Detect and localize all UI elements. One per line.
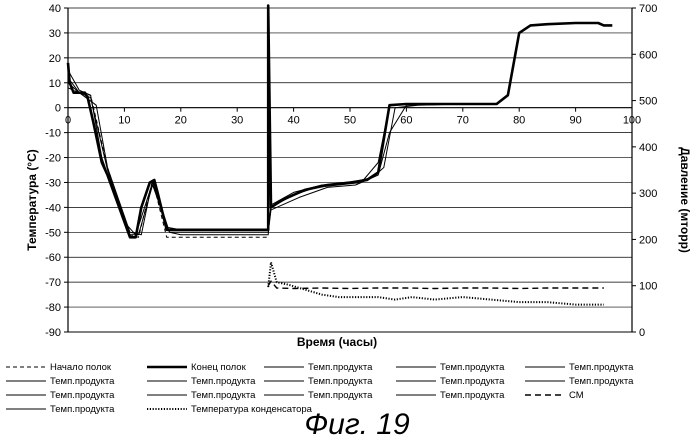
y-tick-label-left: -50 — [45, 227, 61, 239]
legend-entry: Темп.продукта — [569, 362, 634, 373]
series-line-2 — [68, 70, 463, 235]
legend-entry: Темп.продукта — [440, 390, 505, 401]
x-tick-label: 70 — [457, 115, 469, 127]
legend-entry: Конец полок — [191, 362, 247, 373]
x-tick-label: 30 — [231, 115, 243, 127]
y-tick-label-right: 0 — [639, 327, 645, 339]
x-axis-label: Время (часы) — [297, 335, 377, 349]
y-tick-label-right: 500 — [639, 96, 657, 108]
legend-entry: Начало полок — [50, 362, 112, 373]
y-tick-label-left: 10 — [49, 78, 61, 90]
series-line-3 — [68, 78, 463, 235]
legend-entry: Темп.продукта — [569, 376, 634, 387]
series-line-0 — [68, 88, 268, 238]
legend-entry: Темп.продукта — [308, 390, 373, 401]
legend-entry: Темп.продукта — [308, 362, 373, 373]
y-tick-label-left: 20 — [49, 53, 61, 65]
x-tick-label: 20 — [175, 115, 187, 127]
y-tick-label-right: 100 — [639, 281, 657, 293]
legend-entry: Темп.продукта — [50, 390, 115, 401]
legend-entry: Темп.продукта — [440, 362, 505, 373]
y-tick-label-left: 30 — [49, 28, 61, 40]
series-line-1 — [68, 6, 612, 238]
y-tick-label-left: -60 — [45, 252, 61, 264]
legend-entry: Темп.продукта — [191, 390, 256, 401]
y-tick-label-right: 600 — [639, 49, 657, 61]
legend-entry: СМ — [569, 390, 584, 401]
legend-entry: Температура конденсатора — [191, 404, 313, 415]
legend-entry: Темп.продукта — [191, 376, 256, 387]
y-tick-label-left: -80 — [45, 302, 61, 314]
y-tick-label-right: 700 — [639, 3, 657, 15]
legend-entry: Темп.продукта — [440, 376, 505, 387]
x-tick-label: 90 — [569, 115, 581, 127]
y-tick-label-left: -30 — [45, 177, 61, 189]
grid — [68, 8, 632, 332]
y-tick-label-left: -70 — [45, 277, 61, 289]
series-line-4 — [68, 83, 463, 235]
y-tick-label-left: 0 — [55, 103, 61, 115]
y-tick-label-left: -20 — [45, 153, 61, 165]
series-layer — [68, 6, 612, 305]
x-tick-label: 10 — [118, 115, 130, 127]
y-tick-label-right: 400 — [639, 142, 657, 154]
y-tick-label-left: -90 — [45, 327, 61, 339]
series-line-5 — [268, 262, 604, 304]
y-tick-label-right: 200 — [639, 234, 657, 246]
y-axis-label-right: Давление (мторр) — [678, 147, 692, 253]
legend-entry: Темп.продукта — [50, 404, 115, 415]
y-tick-label-left: 40 — [49, 3, 61, 15]
x-tick-label: 50 — [344, 115, 356, 127]
y-axis-label-left: Температура (°C) — [25, 149, 39, 251]
x-tick-label: 40 — [287, 115, 299, 127]
y-tick-label-left: -40 — [45, 202, 61, 214]
figure-caption: Фиг. 19 — [304, 408, 410, 441]
legend-entry: Темп.продукта — [50, 376, 115, 387]
x-tick-label: 80 — [513, 115, 525, 127]
y-tick-label-left: -10 — [45, 128, 61, 140]
x-tick-label: 60 — [400, 115, 412, 127]
y-tick-label-right: 300 — [639, 188, 657, 200]
legend-entry: Темп.продукта — [308, 376, 373, 387]
